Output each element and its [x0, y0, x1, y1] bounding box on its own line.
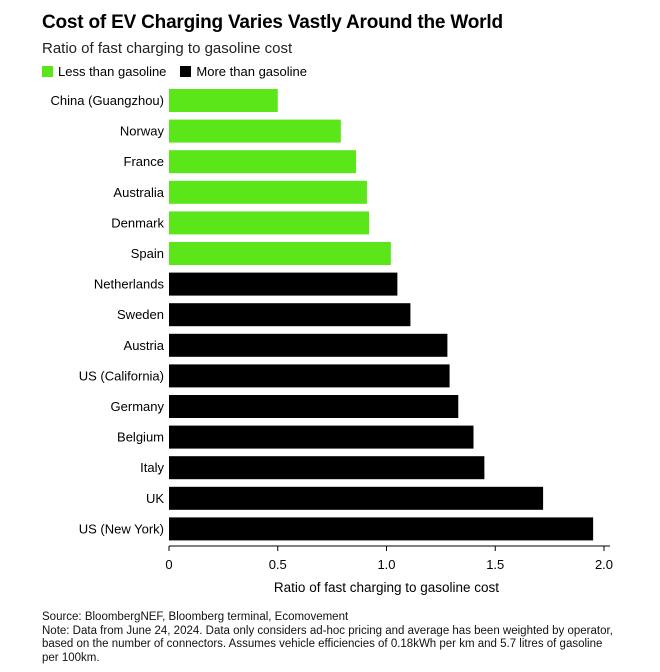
category-label-italy: Italy: [140, 460, 164, 475]
legend-swatch-more: [180, 66, 192, 77]
category-label-belgium: Belgium: [117, 430, 164, 445]
legend-label-less: Less than gasoline: [58, 64, 167, 79]
x-tick-label-1-0: 1.0: [377, 557, 395, 572]
bar-norway: [169, 119, 341, 143]
legend: Less than gasoline More than gasoline: [42, 64, 307, 79]
source-note: Source: BloombergNEF, Bloomberg terminal…: [42, 611, 349, 623]
bar-italy: [169, 456, 485, 480]
bar-netherlands: [169, 272, 398, 296]
category-label-sweden: Sweden: [117, 307, 164, 322]
category-label-spain: Spain: [131, 246, 164, 261]
category-label-us-california: US (California): [79, 368, 164, 383]
bar-denmark: [169, 211, 370, 235]
bar-australia: [169, 180, 367, 204]
category-label-australia: Australia: [113, 185, 164, 200]
x-tick-label-2-0: 2.0: [595, 557, 613, 572]
data-note: Note: Data from June 24, 2024. Data only…: [42, 624, 613, 664]
category-label-uk: UK: [146, 491, 164, 506]
x-tick-label-1-5: 1.5: [486, 557, 504, 572]
legend-swatch-less: [42, 66, 53, 77]
bar-us-california: [169, 364, 450, 388]
bar-chart: China (Guangzhou) Norway France Australia De…: [51, 89, 613, 595]
bar-germany: [169, 395, 459, 418]
bar-sweden: [169, 303, 411, 327]
bar-france: [169, 150, 357, 174]
bar-belgium: [169, 425, 474, 449]
category-label-norway: Norway: [120, 124, 165, 139]
category-label-netherlands: Netherlands: [94, 277, 165, 292]
bar-spain: [169, 242, 391, 265]
chart-subtitle: Ratio of fast charging to gasoline cost: [42, 40, 293, 57]
chart-title: Cost of EV Charging Varies Vastly Around…: [42, 12, 503, 33]
bar-uk: [169, 486, 544, 510]
legend-item-less: Less than gasoline: [42, 64, 166, 79]
category-label-austria: Austria: [124, 338, 165, 353]
x-axis-label: Ratio of fast charging to gasoline cost: [274, 580, 499, 595]
bar-china-guangzhou: [169, 89, 278, 112]
x-tick-label-0-5: 0.5: [269, 557, 287, 572]
legend-label-more: More than gasoline: [196, 64, 307, 79]
category-label-france: France: [124, 154, 164, 169]
category-label-china-guangzhou: China (Guangzhou): [51, 93, 164, 108]
footer: Source: BloombergNEF, Bloomberg terminal…: [42, 611, 622, 665]
legend-item-more: More than gasoline: [180, 64, 307, 79]
bar-austria: [169, 333, 448, 357]
category-label-us-new-york: US (New York): [79, 521, 164, 536]
category-label-denmark: Denmark: [111, 215, 164, 230]
category-label-germany: Germany: [111, 399, 165, 414]
x-tick-label-0: 0: [165, 557, 172, 572]
bar-us-new-york: [169, 517, 594, 541]
